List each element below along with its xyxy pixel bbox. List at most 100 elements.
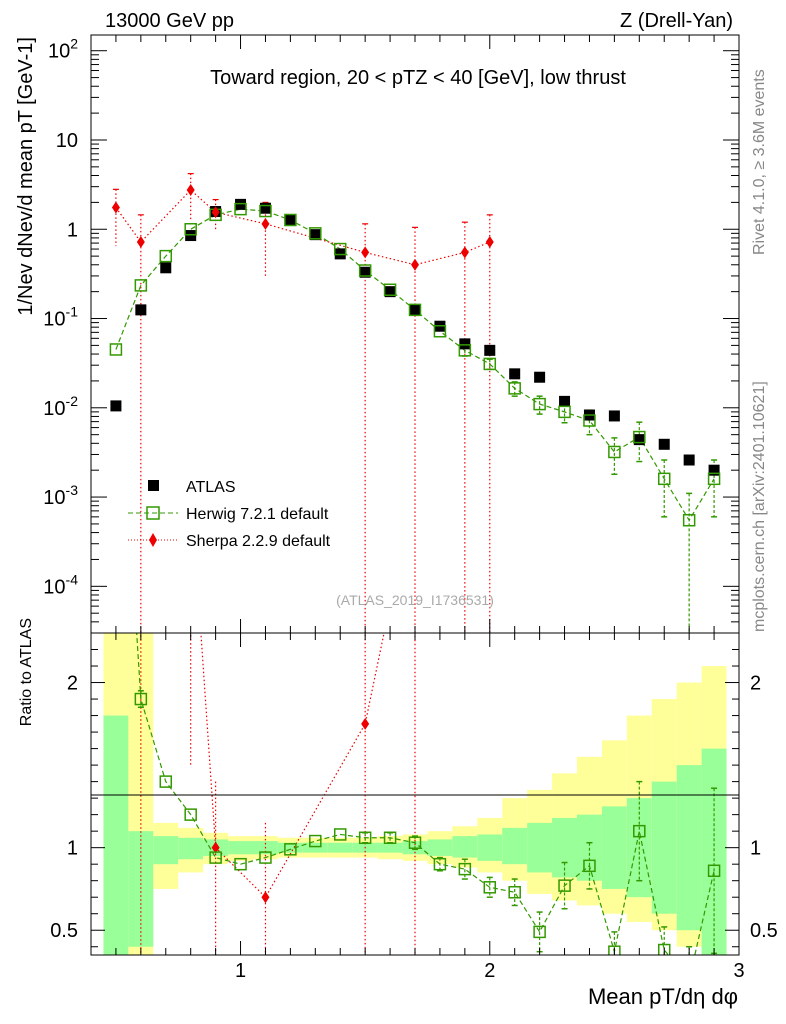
band-green-bin bbox=[427, 839, 453, 856]
herwig-ratio-point bbox=[309, 834, 322, 848]
atlas-data-point bbox=[284, 214, 296, 226]
herwig-data-point bbox=[259, 204, 272, 218]
herwig-data-point bbox=[508, 382, 521, 395]
herwig-data-point bbox=[234, 202, 247, 216]
legend: ATLAS Herwig 7.2.1 default Sherpa 2.2.9 … bbox=[128, 479, 331, 550]
x-tick-label: 1 bbox=[235, 960, 246, 982]
y-tick-label-main: 10-1 bbox=[43, 304, 78, 331]
y-tick-label-main: 10 bbox=[56, 130, 78, 152]
sherpa-data-point bbox=[136, 235, 145, 248]
herwig-data-point bbox=[657, 472, 671, 486]
band-green-bin bbox=[178, 837, 204, 860]
herwig-ratio-point bbox=[358, 831, 372, 845]
band-green-bin bbox=[477, 834, 503, 861]
legend-sherpa-label: Sherpa 2.2.9 default bbox=[186, 533, 331, 550]
herwig-data-point bbox=[358, 264, 372, 277]
legend-atlas-marker bbox=[148, 480, 159, 491]
herwig-ratio-point bbox=[383, 831, 397, 845]
herwig-data-point bbox=[383, 283, 397, 297]
herwig-ratio-point bbox=[583, 859, 596, 873]
herwig-ratio-point bbox=[134, 692, 148, 706]
header-right: Z (Drell-Yan) bbox=[620, 10, 733, 32]
band-green-bin bbox=[277, 842, 303, 853]
herwig-ratio-point bbox=[458, 862, 472, 876]
band-green-bin bbox=[676, 765, 702, 931]
band-green-bin bbox=[103, 715, 129, 955]
atlas-data-point bbox=[683, 454, 695, 466]
sherpa-data-point bbox=[261, 217, 270, 230]
sherpa-data-point bbox=[211, 206, 220, 219]
herwig-data-point bbox=[458, 344, 472, 357]
sherpa-data-point bbox=[411, 258, 419, 271]
herwig-data-point bbox=[433, 325, 447, 338]
y-tick-label-main: 10-2 bbox=[43, 393, 78, 420]
y-tick-label-main: 10-3 bbox=[43, 482, 78, 509]
atlas-data-point bbox=[708, 464, 720, 476]
herwig-ratio-point bbox=[159, 775, 173, 788]
atlas-data-point bbox=[484, 344, 496, 356]
y-tick-label-ratio-left: 2 bbox=[67, 673, 78, 695]
herwig-data-point bbox=[633, 430, 646, 444]
atlas-data-point bbox=[658, 438, 670, 450]
y-tick-label-ratio-right: 2 bbox=[750, 673, 761, 695]
herwig-data-point bbox=[134, 279, 148, 292]
band-green-bin bbox=[601, 806, 627, 889]
atlas-data-point bbox=[110, 400, 122, 412]
y-tick-label-ratio-left: 1 bbox=[67, 838, 78, 860]
rivet-version-label: Rivet 4.1.0, ≥ 3.6M events bbox=[751, 69, 768, 255]
herwig-data-point bbox=[583, 414, 596, 427]
herwig-data-point bbox=[408, 303, 422, 317]
herwig-data-point bbox=[333, 242, 347, 256]
sherpa-data-point bbox=[485, 235, 494, 248]
sherpa-main-line bbox=[115, 189, 491, 266]
band-green-bin bbox=[377, 842, 403, 853]
y-tick-label-ratio-left: 0.5 bbox=[50, 920, 78, 942]
atlas-data-point bbox=[559, 395, 571, 407]
herwig-data-point bbox=[284, 213, 297, 227]
header-left: 13000 GeV pp bbox=[105, 10, 234, 32]
band-green-bin bbox=[651, 781, 677, 914]
herwig-ratio-point bbox=[508, 886, 521, 899]
main-panel-data bbox=[109, 173, 721, 633]
y-tick-label-main: 102 bbox=[48, 36, 78, 63]
herwig-ratio-point bbox=[110, 297, 121, 308]
herwig-ratio-point bbox=[707, 864, 721, 878]
atlas-data-point bbox=[384, 286, 396, 298]
band-green-bin bbox=[552, 817, 577, 878]
herwig-data-point bbox=[309, 227, 322, 240]
band-green-bin bbox=[153, 836, 179, 865]
herwig-ratio-point bbox=[234, 857, 247, 871]
herwig-ratio-point bbox=[433, 857, 447, 871]
herwig-ratio-point bbox=[558, 879, 571, 892]
sherpa-ratio-point bbox=[137, 49, 145, 61]
herwig-data-point bbox=[682, 513, 696, 527]
herwig-ratio-point bbox=[483, 881, 497, 894]
ratio-uncertainty-bands bbox=[103, 633, 727, 955]
atlas-data-point bbox=[534, 371, 546, 383]
x-tick-label: 3 bbox=[733, 960, 744, 982]
herwig-data-point bbox=[608, 445, 621, 459]
main-y-axis-label: 1/Nev dNev/d mean pT [GeV-1] bbox=[15, 37, 37, 316]
herwig-ratio-point bbox=[533, 925, 546, 939]
sherpa-ratio-line bbox=[200, 633, 385, 899]
mcplots-credit-label: mcplots.cern.ch [arXiv:2401.10621] bbox=[751, 381, 768, 632]
sherpa-data-point bbox=[361, 246, 370, 259]
legend-herwig-marker bbox=[146, 506, 160, 520]
herwig-data-point bbox=[483, 357, 497, 371]
legend-sherpa-marker bbox=[149, 533, 157, 547]
atlas-data-point bbox=[185, 230, 197, 242]
sherpa-ratio-point bbox=[211, 841, 220, 854]
herwig-ratio-point bbox=[284, 843, 297, 856]
band-green-bin bbox=[327, 842, 353, 853]
y-tick-label-main: 10-4 bbox=[43, 571, 78, 598]
herwig-data-point bbox=[184, 223, 197, 236]
sherpa-data-point bbox=[460, 246, 469, 259]
x-tick-label: 2 bbox=[484, 960, 495, 982]
sherpa-ratio-point bbox=[361, 717, 370, 730]
legend-atlas-label: ATLAS bbox=[186, 479, 236, 496]
band-green-bin bbox=[502, 827, 528, 865]
herwig-ratio-point bbox=[608, 945, 621, 955]
analysis-watermark: (ATLAS_2019_I1736531) bbox=[336, 592, 494, 608]
herwig-data-point bbox=[558, 405, 571, 419]
